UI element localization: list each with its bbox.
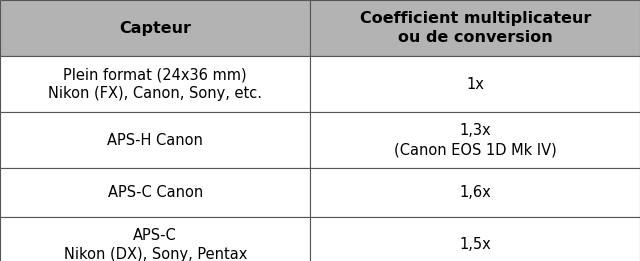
Bar <box>0 112 310 168</box>
Bar <box>310 0 640 56</box>
Bar <box>0 0 310 56</box>
Bar <box>310 56 640 112</box>
Bar <box>310 112 640 168</box>
Bar <box>310 168 640 217</box>
Text: Capteur: Capteur <box>119 21 191 35</box>
Bar <box>0 217 310 261</box>
Text: 1,5x: 1,5x <box>460 237 491 252</box>
Text: APS-H Canon: APS-H Canon <box>108 133 203 148</box>
Text: 1,3x
(Canon EOS 1D Mk IV): 1,3x (Canon EOS 1D Mk IV) <box>394 123 557 157</box>
Bar <box>0 56 310 112</box>
Text: APS-C
Nikon (DX), Sony, Pentax: APS-C Nikon (DX), Sony, Pentax <box>63 228 247 261</box>
Text: 1,6x: 1,6x <box>460 185 491 200</box>
Text: 1x: 1x <box>467 77 484 92</box>
Text: APS-C Canon: APS-C Canon <box>108 185 203 200</box>
Bar <box>0 168 310 217</box>
Text: Coefficient multiplicateur
ou de conversion: Coefficient multiplicateur ou de convers… <box>360 11 591 45</box>
Text: Plein format (24x36 mm)
Nikon (FX), Canon, Sony, etc.: Plein format (24x36 mm) Nikon (FX), Cano… <box>48 67 262 101</box>
Bar <box>310 217 640 261</box>
